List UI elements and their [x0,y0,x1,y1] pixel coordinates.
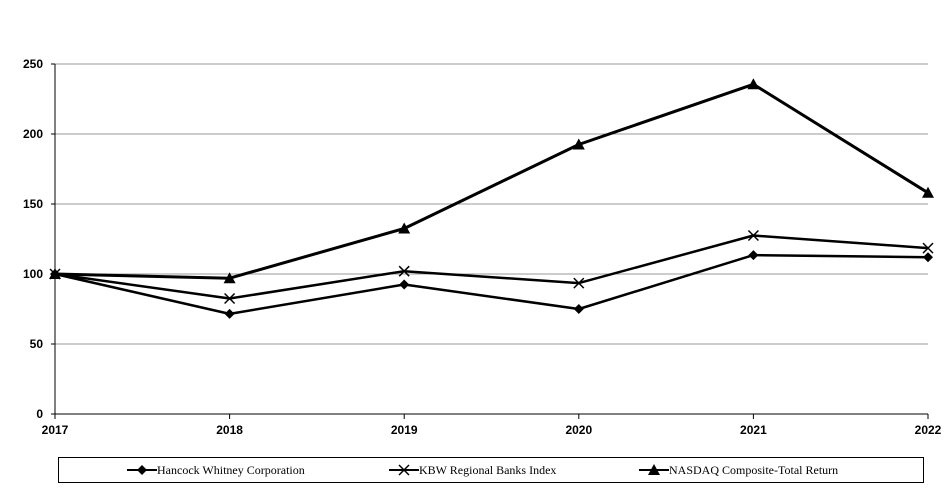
series-markers [49,78,934,319]
x-tick-label-2017: 2017 [42,423,69,437]
data-point-hancock-whitney-corporation-2021 [748,250,759,261]
legend-item-nasdaq-composite: NASDAQ Composite-Total Return [639,458,838,482]
legend-x-marker-icon [389,464,419,476]
y-tick-label-250: 250 [23,57,43,71]
series-lines [54,82,929,316]
legend-item-hancock-whitney: Hancock Whitney Corporation [127,458,305,482]
legend-triangle-marker-icon [639,464,669,475]
y-axis-ticks: 0 50 100 150 200 250 [23,57,55,421]
data-point-hancock-whitney-corporation-2022 [923,252,933,263]
data-point-hancock-whitney-corporation-2018 [224,308,235,319]
data-point-nasdaq-composite-total-return-2021 [747,78,760,90]
data-point-nasdaq-composite-total-return-2018 [223,272,236,284]
line-chart: 0 50 100 150 200 250 2017 2018 2019 2020 2021 2022 [23,57,942,437]
series-line-kbw-regional-banks-index [54,234,929,300]
x-axis-ticks: 2017 2018 2019 2020 2021 2022 [42,414,942,437]
x-tick-label-2021: 2021 [740,423,767,437]
legend-label-hancock-whitney: Hancock Whitney Corporation [157,462,305,477]
x-tick-label-2019: 2019 [391,423,418,437]
data-point-hancock-whitney-corporation-2019 [399,279,410,290]
data-point-nasdaq-composite-total-return-2020 [572,138,585,150]
data-point-kbw-regional-banks-index-2018 [224,292,236,305]
gridlines [55,63,928,345]
data-point-hancock-whitney-corporation-2020 [573,304,584,314]
legend-label-kbw-regional-banks: KBW Regional Banks Index [419,462,557,477]
data-point-nasdaq-composite-total-return-2022 [922,186,934,198]
data-point-kbw-regional-banks-index-2020 [573,277,585,289]
legend-label-nasdaq-composite: NASDAQ Composite-Total Return [669,462,839,477]
legend-diamond-marker-icon [127,465,157,475]
y-tick-label-50: 50 [30,337,44,351]
y-tick-label-150: 150 [23,197,43,211]
series-line-hancock-whitney-corporation [54,253,929,316]
data-point-kbw-regional-banks-index-2019 [398,265,410,277]
y-tick-label-200: 200 [23,127,43,141]
data-point-kbw-regional-banks-index-2022 [922,242,934,254]
y-tick-label-0: 0 [36,407,43,421]
data-point-kbw-regional-banks-index-2021 [747,229,759,242]
x-tick-label-2020: 2020 [565,423,592,437]
legend: Hancock Whitney Corporation KBW Regional… [58,457,924,483]
legend-item-kbw-regional-banks: KBW Regional Banks Index [389,458,556,482]
x-tick-label-2018: 2018 [216,423,243,437]
series-line-nasdaq-composite-total-return [54,82,929,280]
x-tick-label-2022: 2022 [915,423,942,437]
axes [54,64,928,415]
data-point-nasdaq-composite-total-return-2017 [49,268,61,279]
data-point-nasdaq-composite-total-return-2019 [398,222,411,234]
y-tick-label-100: 100 [23,267,43,281]
